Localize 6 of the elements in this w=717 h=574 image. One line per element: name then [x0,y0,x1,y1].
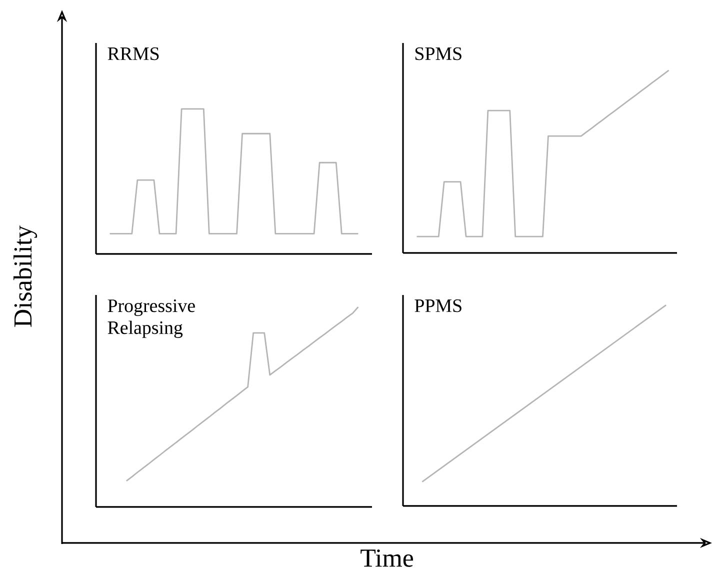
text: Time [360,549,413,567]
chart-title: RRMS [108,47,159,60]
chart-title: SPMS [415,47,462,60]
chart-title: Progressive Relapsing [108,299,195,338]
chart-title: PPMS [414,299,462,312]
text: Disability [14,225,38,327]
